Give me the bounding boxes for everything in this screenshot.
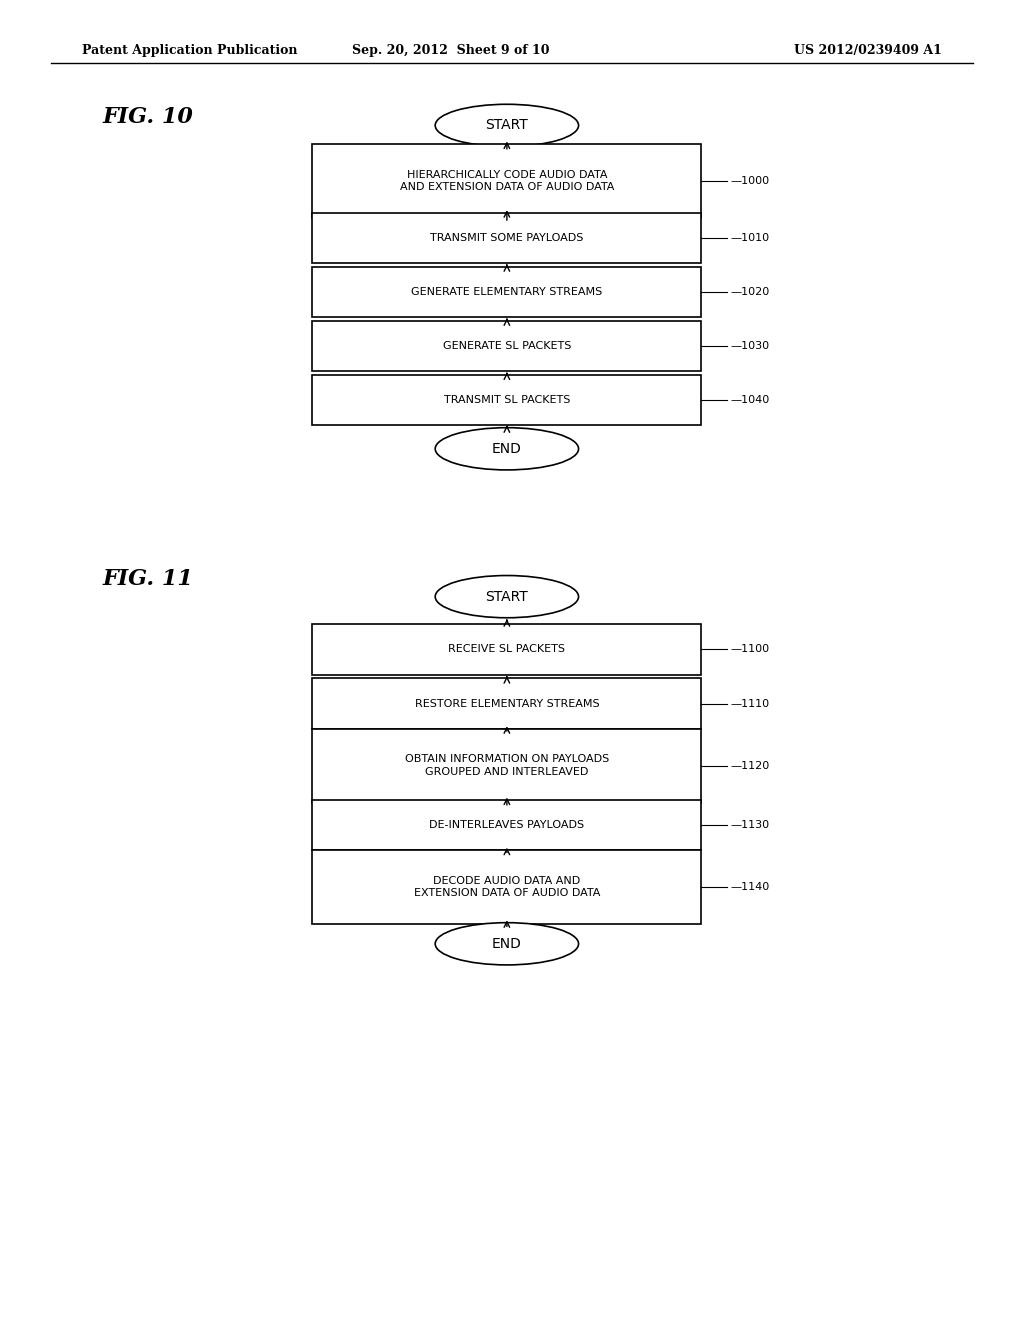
Text: FIG. 11: FIG. 11 (102, 568, 194, 590)
Text: —1000: —1000 (730, 176, 769, 186)
Bar (312, 678, 701, 729)
Text: RESTORE ELEMENTARY STREAMS: RESTORE ELEMENTARY STREAMS (415, 698, 599, 709)
Bar (312, 850, 701, 924)
Text: —1140: —1140 (730, 882, 769, 892)
Bar (312, 144, 701, 218)
Ellipse shape (435, 428, 579, 470)
Text: START: START (485, 119, 528, 132)
Text: —1010: —1010 (730, 232, 769, 243)
Text: HIERARCHICALLY CODE AUDIO DATA
AND EXTENSION DATA OF AUDIO DATA: HIERARCHICALLY CODE AUDIO DATA AND EXTEN… (399, 170, 614, 191)
Ellipse shape (435, 104, 579, 147)
Text: US 2012/0239409 A1: US 2012/0239409 A1 (795, 44, 942, 57)
Bar (312, 375, 701, 425)
Text: —1030: —1030 (730, 341, 769, 351)
Bar (312, 213, 701, 263)
Text: TRANSMIT SL PACKETS: TRANSMIT SL PACKETS (443, 395, 570, 405)
Text: —1040: —1040 (730, 395, 769, 405)
Text: END: END (492, 937, 522, 950)
Text: OBTAIN INFORMATION ON PAYLOADS
GROUPED AND INTERLEAVED: OBTAIN INFORMATION ON PAYLOADS GROUPED A… (404, 755, 609, 776)
Bar (312, 321, 701, 371)
Text: END: END (492, 442, 522, 455)
Text: —1020: —1020 (730, 286, 769, 297)
Text: GENERATE SL PACKETS: GENERATE SL PACKETS (442, 341, 571, 351)
Text: —1130: —1130 (730, 820, 769, 830)
Text: —1100: —1100 (730, 644, 769, 655)
Text: START: START (485, 590, 528, 603)
Bar (312, 267, 701, 317)
Text: GENERATE ELEMENTARY STREAMS: GENERATE ELEMENTARY STREAMS (412, 286, 602, 297)
Text: DECODE AUDIO DATA AND
EXTENSION DATA OF AUDIO DATA: DECODE AUDIO DATA AND EXTENSION DATA OF … (414, 876, 600, 898)
Text: RECEIVE SL PACKETS: RECEIVE SL PACKETS (449, 644, 565, 655)
Ellipse shape (435, 923, 579, 965)
Bar (312, 800, 701, 850)
Text: Sep. 20, 2012  Sheet 9 of 10: Sep. 20, 2012 Sheet 9 of 10 (352, 44, 549, 57)
Text: —1120: —1120 (730, 760, 769, 771)
Text: —1110: —1110 (730, 698, 769, 709)
Ellipse shape (435, 576, 579, 618)
Text: Patent Application Publication: Patent Application Publication (82, 44, 297, 57)
Text: TRANSMIT SOME PAYLOADS: TRANSMIT SOME PAYLOADS (430, 232, 584, 243)
Bar (312, 624, 701, 675)
Text: DE-INTERLEAVES PAYLOADS: DE-INTERLEAVES PAYLOADS (429, 820, 585, 830)
Bar (312, 729, 701, 803)
Text: FIG. 10: FIG. 10 (102, 106, 194, 128)
